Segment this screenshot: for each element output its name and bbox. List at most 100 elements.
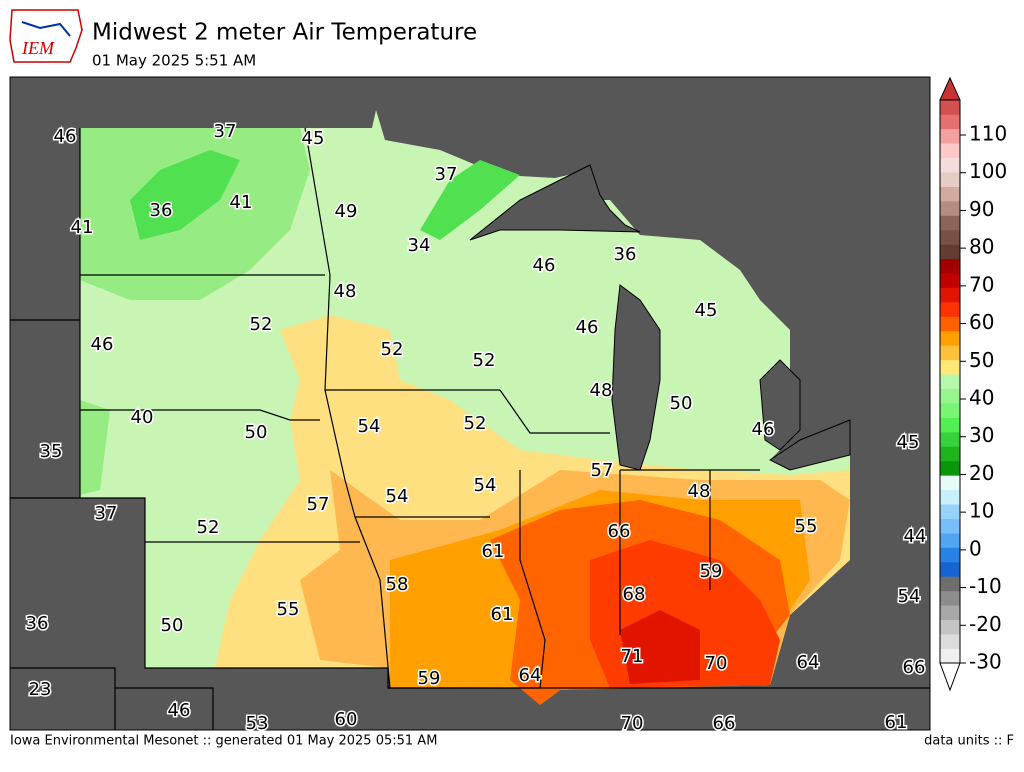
station-value: 64 <box>519 665 542 686</box>
station-value: 59 <box>700 561 723 582</box>
colorbar-swatch <box>940 316 960 332</box>
colorbar-swatch <box>940 114 960 130</box>
colorbar-swatch <box>940 432 960 447</box>
colorbar-swatch <box>940 648 960 664</box>
colorbar-tick-label: 50 <box>969 348 994 372</box>
station-value: 60 <box>335 709 358 730</box>
station-value: 52 <box>473 350 496 371</box>
colorbar-swatch <box>940 504 960 519</box>
logo-text: IEM <box>21 38 55 58</box>
station-value: 36 <box>150 200 173 221</box>
logo: IEM <box>9 9 83 63</box>
station-value: 70 <box>621 713 644 734</box>
colorbar-tick-label: 0 <box>969 536 982 560</box>
colorbar-swatch <box>940 605 960 620</box>
colorbar-swatch <box>940 157 960 173</box>
footer-left: Iowa Environmental Mesonet :: generated … <box>10 734 437 749</box>
station-value: 36 <box>614 244 637 265</box>
colorbar-tick-label: 70 <box>969 272 994 296</box>
colorbar-swatch <box>940 172 960 187</box>
colorbar-swatch <box>940 330 960 346</box>
station-value: 68 <box>623 584 646 605</box>
station-value: 61 <box>885 712 908 733</box>
colorbar-tick-label: 110 <box>969 122 1007 146</box>
station-value: 48 <box>334 281 357 302</box>
subtitle: 01 May 2025 5:51 AM <box>92 52 256 70</box>
station-value: 23 <box>29 679 52 700</box>
station-value: 66 <box>608 521 631 542</box>
station-value: 41 <box>230 192 253 213</box>
colorbar-swatch <box>940 186 960 202</box>
colorbar: -30 -20 -10 0 10 20 30 40 50 60 70 80 90 100 110 <box>939 76 1007 692</box>
station-value: 50 <box>245 422 268 443</box>
station-value: 52 <box>464 413 487 434</box>
station-value: 54 <box>898 586 921 607</box>
station-value: 52 <box>381 339 404 360</box>
colorbar-tick-label: 60 <box>969 310 994 334</box>
station-value: 66 <box>903 657 926 678</box>
colorbar-swatch <box>940 533 960 548</box>
footer-right: data units :: F <box>924 734 1014 749</box>
colorbar-swatch <box>940 244 960 260</box>
colorbar-swatch <box>940 634 960 649</box>
colorbar-swatch <box>940 201 960 216</box>
station-value: 57 <box>591 460 614 481</box>
station-value: 45 <box>302 128 325 149</box>
colorbar-swatch <box>940 229 960 245</box>
station-value: 61 <box>482 541 505 562</box>
station-value: 59 <box>418 668 441 689</box>
colorbar-swatch <box>940 547 960 563</box>
colorbar-swatch <box>940 128 960 144</box>
colorbar-swatch <box>940 561 960 577</box>
station-value: 66 <box>713 713 736 734</box>
colorbar-swatch <box>940 388 960 404</box>
station-value: 45 <box>695 300 718 321</box>
colorbar-swatch <box>940 576 960 592</box>
colorbar-tick-label: 40 <box>969 386 994 410</box>
colorbar-tick-label: 30 <box>969 423 994 447</box>
station-value: 49 <box>335 201 358 222</box>
colorbar-tick-label: -20 <box>969 612 1002 636</box>
colorbar-swatch <box>940 590 960 606</box>
station-value: 52 <box>250 314 273 335</box>
station-value: 41 <box>71 217 94 238</box>
station-value: 46 <box>91 334 114 355</box>
colorbar-tick-label: 20 <box>969 461 994 485</box>
colorbar-swatch <box>940 489 960 505</box>
colorbar-swatch <box>940 475 960 491</box>
station-value: 46 <box>752 419 775 440</box>
station-value: 37 <box>95 503 118 524</box>
station-value: 34 <box>408 235 431 256</box>
colorbar-tick-label: -10 <box>969 574 1002 598</box>
colorbar-swatch <box>940 403 960 418</box>
colorbar-arrow-bottom <box>939 662 961 692</box>
station-value: 48 <box>688 481 711 502</box>
station-value: 37 <box>214 121 237 142</box>
colorbar-swatch <box>940 273 960 288</box>
colorbar-swatch <box>940 302 960 317</box>
station-value: 48 <box>590 380 613 401</box>
station-value: 55 <box>795 516 818 537</box>
colorbar-swatch <box>940 374 960 390</box>
station-value: 46 <box>54 126 77 147</box>
colorbar-swatch <box>940 359 960 375</box>
colorbar-tick-label: -30 <box>969 650 1002 674</box>
colorbar-swatch <box>940 417 960 433</box>
station-value: 44 <box>904 526 927 547</box>
station-value: 45 <box>897 432 920 453</box>
station-value: 40 <box>131 407 154 428</box>
colorbar-swatch <box>940 100 960 115</box>
station-value: 37 <box>435 164 458 185</box>
station-value: 55 <box>277 599 300 620</box>
colorbar-tick-label: 100 <box>969 159 1007 183</box>
colorbar-arrow-top <box>939 76 961 101</box>
map <box>9 76 931 731</box>
colorbar-swatch <box>940 143 960 159</box>
station-value: 70 <box>705 653 728 674</box>
station-value: 58 <box>386 574 409 595</box>
colorbar-swatch <box>940 215 960 231</box>
colorbar-swatch <box>940 287 960 303</box>
station-value: 54 <box>386 486 409 507</box>
station-value: 54 <box>358 416 381 437</box>
